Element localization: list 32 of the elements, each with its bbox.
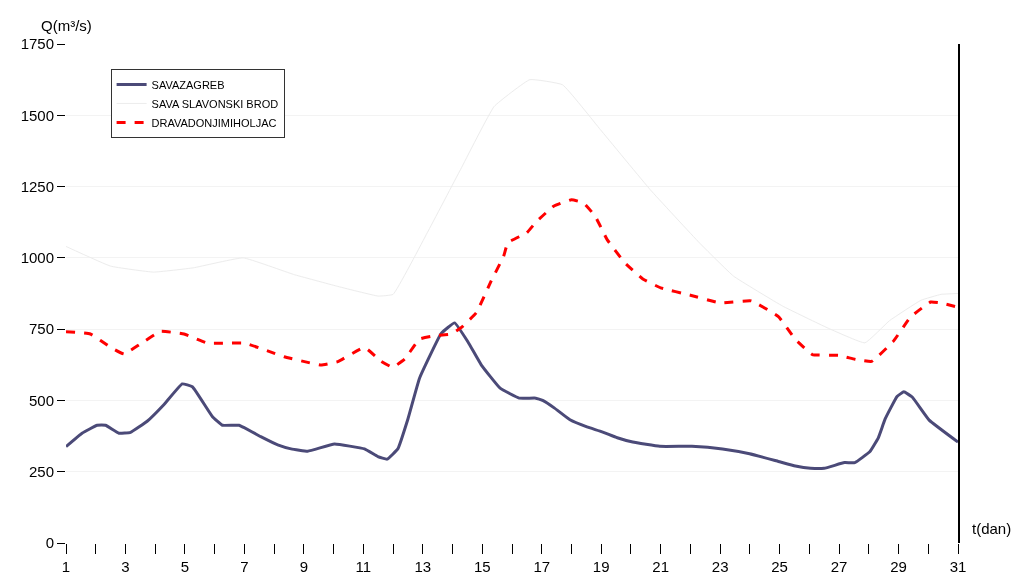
x-tick-label: 11 (355, 558, 372, 575)
x-tick-label: 13 (414, 558, 432, 575)
x-tick-label: 7 (240, 558, 249, 575)
y-tick-label: 500 (28, 391, 54, 409)
y-tick-label: 1750 (20, 35, 54, 53)
y-axis-title: Q(m³/s) (41, 17, 92, 34)
x-tick-label: 23 (711, 558, 729, 575)
line-series (66, 198, 958, 369)
x-tick-label: 1 (61, 558, 71, 575)
x-axis-title: t(dan) (972, 520, 1012, 537)
x-tick-label: 15 (473, 558, 491, 575)
y-tick-label: 750 (28, 320, 54, 338)
x-tick-label: 3 (121, 558, 130, 575)
line-series (66, 79, 958, 344)
x-tick-label: 19 (592, 558, 610, 575)
x-tick-label: 17 (533, 558, 551, 575)
x-tick-label: 5 (180, 558, 190, 575)
x-tick-label: 31 (949, 558, 967, 575)
y-tick-label: 250 (28, 462, 54, 480)
legend-label: SAVAZAGREB (151, 78, 225, 91)
x-tick-label: 21 (652, 558, 670, 575)
y-tick-label: 0 (45, 534, 54, 552)
line-series (66, 321, 958, 470)
x-tick-label: 29 (890, 558, 907, 575)
x-tick-label: 27 (830, 558, 848, 575)
y-tick-label: 1000 (20, 249, 54, 267)
x-tick-label: 25 (771, 558, 788, 575)
y-tick-label: 1500 (20, 106, 54, 124)
legend-label: SAVA SLAVONSKI BROD (151, 97, 279, 110)
x-tick-label: 9 (299, 558, 309, 575)
y-tick-label: 1250 (20, 177, 54, 195)
legend-label: DRAVADONJIMIHOLJAC (151, 116, 277, 129)
